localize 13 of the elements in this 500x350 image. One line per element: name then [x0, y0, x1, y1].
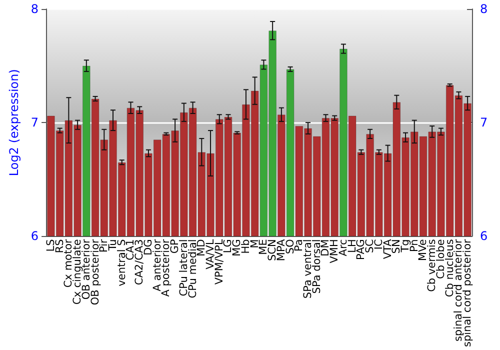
x-tick-label: DG — [142, 239, 154, 256]
y-tick-label: 8 — [30, 2, 39, 16]
x-tick-label: OB posterior — [89, 238, 102, 306]
x-tick-label: spinal cord posterior — [462, 238, 474, 348]
y-tick-label: 6 — [30, 229, 39, 244]
x-tick-label: Tg — [400, 239, 412, 254]
y2-tick-label: 8 — [480, 2, 488, 16]
y2-tick-label: 7 — [480, 116, 488, 130]
y2-tick-label: 6 — [480, 229, 488, 244]
x-tick-label: Cb lobe — [434, 239, 447, 279]
y-axis-title: Log2 (expression) — [7, 69, 21, 176]
x-tick-label: A posterior — [160, 238, 172, 297]
y-tick-label: 7 — [30, 116, 39, 130]
